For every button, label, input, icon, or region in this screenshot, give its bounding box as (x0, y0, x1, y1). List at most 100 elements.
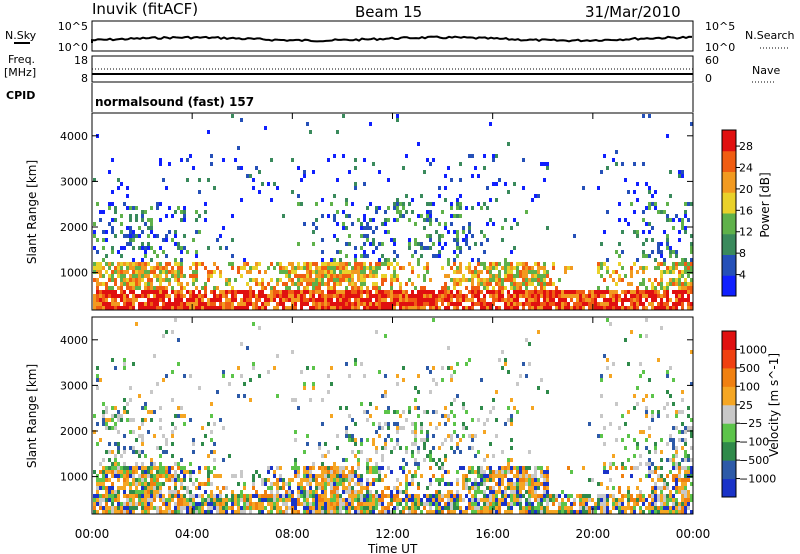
heatmap-cell (462, 402, 465, 406)
heatmap-cell (231, 238, 234, 242)
heatmap-cell (477, 262, 480, 266)
heatmap-cell (285, 502, 288, 506)
heatmap-cell (207, 498, 210, 502)
heatmap-cell (141, 434, 144, 438)
heatmap-cell (321, 274, 324, 278)
heatmap-cell (93, 294, 96, 298)
heatmap-cell (348, 298, 351, 302)
heatmap-cell (606, 210, 609, 214)
heatmap-cell (345, 510, 348, 514)
heatmap-cell (99, 290, 102, 294)
heatmap-cell (381, 254, 384, 258)
heatmap-cell (312, 282, 315, 286)
heatmap-cell (150, 206, 153, 210)
heatmap-cell (231, 262, 234, 266)
heatmap-cell (117, 418, 120, 422)
heatmap-cell (387, 406, 390, 410)
heatmap-cell (237, 166, 240, 170)
heatmap-cell (141, 470, 144, 474)
heatmap-cell (558, 506, 561, 510)
heatmap-cell (330, 274, 333, 278)
heatmap-cell (339, 482, 342, 486)
heatmap-cell (210, 494, 213, 498)
heatmap-cell (417, 502, 420, 506)
heatmap-cell (351, 438, 354, 442)
heatmap-cell (519, 506, 522, 510)
heatmap-cell (531, 298, 534, 302)
heatmap-cell (303, 278, 306, 282)
heatmap-cell (168, 478, 171, 482)
heatmap-cell (138, 246, 141, 250)
heatmap-cell (291, 490, 294, 494)
heatmap-cell (480, 278, 483, 282)
heatmap-cell (174, 242, 177, 246)
colorbar-segment (722, 441, 736, 461)
heatmap-cell (534, 482, 537, 486)
y-tick-label: 3000 (60, 175, 88, 188)
heatmap-cell (459, 498, 462, 502)
heatmap-cell (222, 158, 225, 162)
heatmap-cell (258, 190, 261, 194)
heatmap-cell (219, 302, 222, 306)
heatmap-cell (510, 418, 513, 422)
heatmap-cell (429, 494, 432, 498)
heatmap-cell (456, 478, 459, 482)
heatmap-cell (342, 154, 345, 158)
heatmap-cell (345, 502, 348, 506)
heatmap-cell (267, 502, 270, 506)
heatmap-cell (378, 266, 381, 270)
heatmap-cell (477, 450, 480, 454)
heatmap-cell (672, 218, 675, 222)
heatmap-cell (636, 298, 639, 302)
heatmap-cell (615, 438, 618, 442)
heatmap-cell (126, 466, 129, 470)
heatmap-cell (183, 374, 186, 378)
heatmap-cell (489, 498, 492, 502)
heatmap-cell (681, 458, 684, 462)
heatmap-cell (561, 294, 564, 298)
heatmap-cell (501, 238, 504, 242)
heatmap-cell (447, 298, 450, 302)
heatmap-cell (126, 402, 129, 406)
heatmap-cell (477, 466, 480, 470)
heatmap-cell (534, 474, 537, 478)
heatmap-cell (690, 266, 693, 270)
heatmap-cell (156, 266, 159, 270)
heatmap-cell (159, 286, 162, 290)
heatmap-cell (666, 458, 669, 462)
colorbar-tick-label: 4 (739, 269, 746, 282)
heatmap-cell (213, 450, 216, 454)
heatmap-cell (108, 206, 111, 210)
heatmap-cell (675, 250, 678, 254)
heatmap-cell (207, 298, 210, 302)
heatmap-cell (486, 238, 489, 242)
heatmap-cell (672, 498, 675, 502)
heatmap-cell (99, 498, 102, 502)
heatmap-cell (492, 498, 495, 502)
heatmap-cell (264, 494, 267, 498)
heatmap-cell (132, 266, 135, 270)
heatmap-cell (399, 306, 402, 310)
heatmap-cell (318, 510, 321, 514)
heatmap-cell (504, 278, 507, 282)
heatmap-cell (348, 438, 351, 442)
heatmap-cell (198, 486, 201, 490)
heatmap-cell (219, 418, 222, 422)
heatmap-cell (183, 498, 186, 502)
heatmap-cell (246, 262, 249, 266)
heatmap-cell (174, 234, 177, 238)
heatmap-cell (426, 218, 429, 222)
heatmap-cell (333, 302, 336, 306)
heatmap-cell (288, 486, 291, 490)
heatmap-cell (687, 266, 690, 270)
heatmap-cell (138, 502, 141, 506)
heatmap-cell (189, 510, 192, 514)
heatmap-cell (675, 266, 678, 270)
heatmap-cell (153, 298, 156, 302)
heatmap-cell (351, 278, 354, 282)
heatmap-cell (120, 418, 123, 422)
heatmap-cell (264, 490, 267, 494)
heatmap-cell (444, 282, 447, 286)
heatmap-cell (312, 294, 315, 298)
heatmap-cell (282, 510, 285, 514)
